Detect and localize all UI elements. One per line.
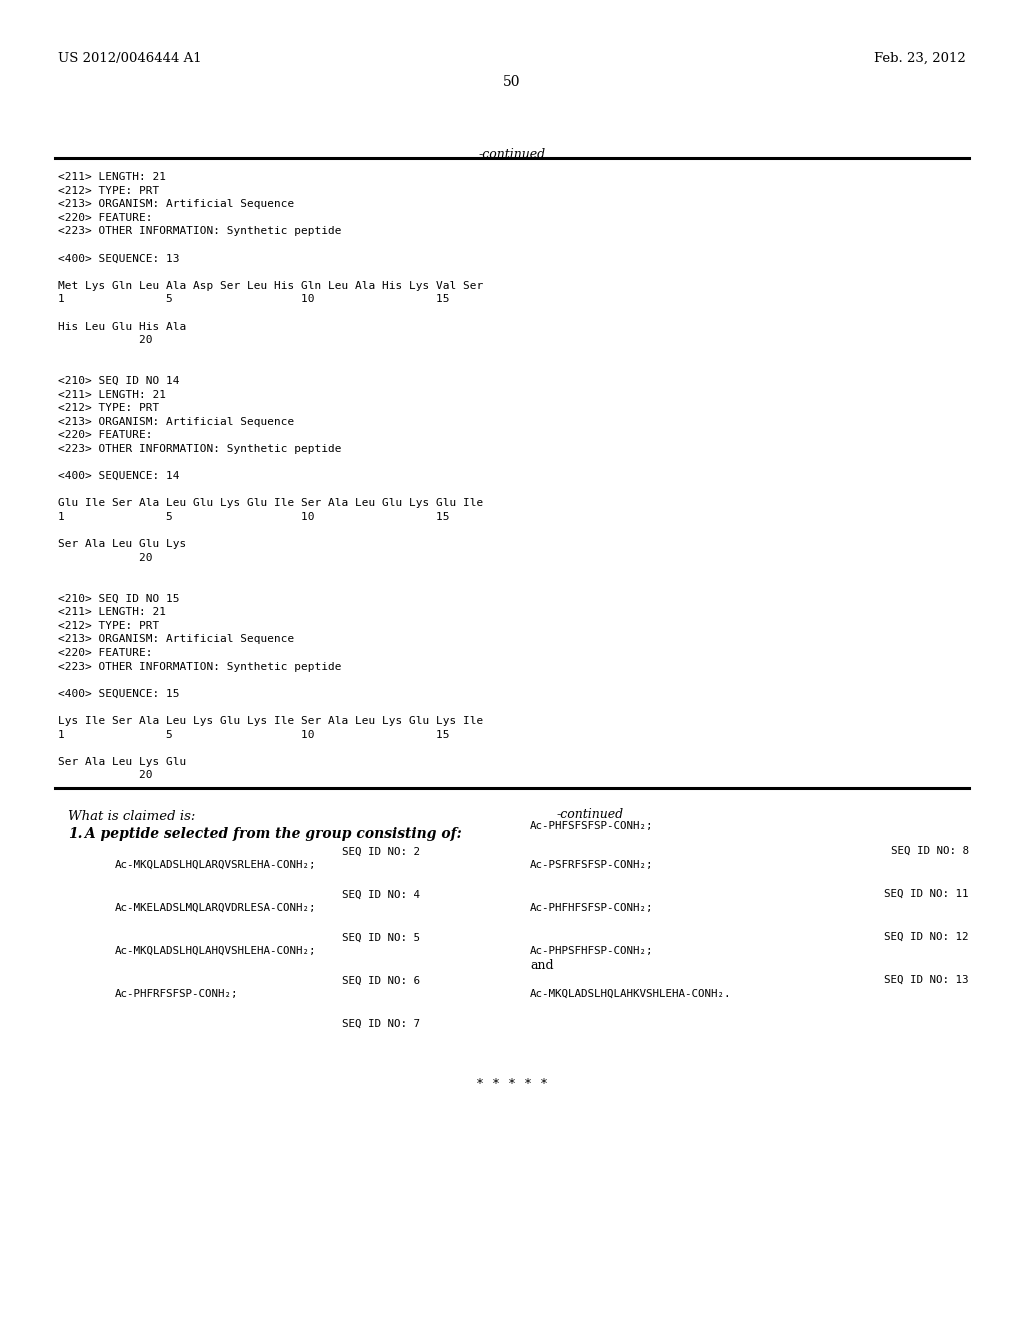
Text: Met Lys Gln Leu Ala Asp Ser Leu His Gln Leu Ala His Lys Val Ser: Met Lys Gln Leu Ala Asp Ser Leu His Gln … xyxy=(58,281,483,290)
Text: <213> ORGANISM: Artificial Sequence: <213> ORGANISM: Artificial Sequence xyxy=(58,199,294,209)
Text: His Leu Glu His Ala: His Leu Glu His Ala xyxy=(58,322,186,331)
Text: Ac-PHFRFSFSP-CONH₂;: Ac-PHFRFSFSP-CONH₂; xyxy=(115,989,239,999)
Text: * * * * *: * * * * * xyxy=(476,1077,548,1090)
Text: 1               5                   10                  15: 1 5 10 15 xyxy=(58,294,450,305)
Text: <211> LENGTH: 21: <211> LENGTH: 21 xyxy=(58,389,166,400)
Text: Ac-MKELADSLMQLARQVDRLESA-CONH₂;: Ac-MKELADSLMQLARQVDRLESA-CONH₂; xyxy=(115,903,316,913)
Text: <212> TYPE: PRT: <212> TYPE: PRT xyxy=(58,403,160,413)
Text: Feb. 23, 2012: Feb. 23, 2012 xyxy=(874,51,966,65)
Text: <223> OTHER INFORMATION: Synthetic peptide: <223> OTHER INFORMATION: Synthetic pepti… xyxy=(58,661,341,672)
Text: <210> SEQ ID NO 14: <210> SEQ ID NO 14 xyxy=(58,376,179,385)
Text: Ac-PHPSFHFSP-CONH₂;: Ac-PHPSFHFSP-CONH₂; xyxy=(530,946,653,956)
Text: <210> SEQ ID NO 15: <210> SEQ ID NO 15 xyxy=(58,594,179,603)
Text: Ser Ala Leu Glu Lys: Ser Ala Leu Glu Lys xyxy=(58,539,186,549)
Text: What is claimed is:: What is claimed is: xyxy=(68,810,196,822)
Text: <213> ORGANISM: Artificial Sequence: <213> ORGANISM: Artificial Sequence xyxy=(58,417,294,426)
Text: <211> LENGTH: 21: <211> LENGTH: 21 xyxy=(58,172,166,182)
Text: 50: 50 xyxy=(503,75,521,88)
Text: Ac-PHFSFSFSP-CONH₂;: Ac-PHFSFSFSP-CONH₂; xyxy=(530,821,653,832)
Text: 1               5                   10                  15: 1 5 10 15 xyxy=(58,730,450,739)
Text: SEQ ID NO: 4: SEQ ID NO: 4 xyxy=(342,890,420,900)
Text: 20: 20 xyxy=(58,771,153,780)
Text: SEQ ID NO: 7: SEQ ID NO: 7 xyxy=(342,1019,420,1030)
Text: A peptide selected from the group consisting of:: A peptide selected from the group consis… xyxy=(80,828,462,841)
Text: <223> OTHER INFORMATION: Synthetic peptide: <223> OTHER INFORMATION: Synthetic pepti… xyxy=(58,227,341,236)
Text: <400> SEQUENCE: 15: <400> SEQUENCE: 15 xyxy=(58,689,179,698)
Text: <400> SEQUENCE: 13: <400> SEQUENCE: 13 xyxy=(58,253,179,264)
Text: Lys Ile Ser Ala Leu Lys Glu Lys Ile Ser Ala Leu Lys Glu Lys Ile: Lys Ile Ser Ala Leu Lys Glu Lys Ile Ser … xyxy=(58,715,483,726)
Text: Ac-PHFHFSFSP-CONH₂;: Ac-PHFHFSFSP-CONH₂; xyxy=(530,903,653,913)
Text: <220> FEATURE:: <220> FEATURE: xyxy=(58,648,153,657)
Text: <212> TYPE: PRT: <212> TYPE: PRT xyxy=(58,186,160,195)
Text: SEQ ID NO: 8: SEQ ID NO: 8 xyxy=(891,846,969,855)
Text: <400> SEQUENCE: 14: <400> SEQUENCE: 14 xyxy=(58,471,179,482)
Text: Ac-PSFRFSFSP-CONH₂;: Ac-PSFRFSFSP-CONH₂; xyxy=(530,861,653,870)
Text: SEQ ID NO: 2: SEQ ID NO: 2 xyxy=(342,847,420,857)
Text: 1.: 1. xyxy=(68,828,83,841)
Text: SEQ ID NO: 12: SEQ ID NO: 12 xyxy=(885,932,969,942)
Text: <220> FEATURE:: <220> FEATURE: xyxy=(58,430,153,441)
Text: -continued: -continued xyxy=(556,808,624,821)
Text: <223> OTHER INFORMATION: Synthetic peptide: <223> OTHER INFORMATION: Synthetic pepti… xyxy=(58,444,341,454)
Text: 1               5                   10                  15: 1 5 10 15 xyxy=(58,512,450,521)
Text: SEQ ID NO: 11: SEQ ID NO: 11 xyxy=(885,888,969,899)
Text: 20: 20 xyxy=(58,335,153,346)
Text: 20: 20 xyxy=(58,553,153,562)
Text: <211> LENGTH: 21: <211> LENGTH: 21 xyxy=(58,607,166,618)
Text: Ac-MKQLADSLHQLAHKVSHLEHA-CONH₂.: Ac-MKQLADSLHQLAHKVSHLEHA-CONH₂. xyxy=(530,989,731,999)
Text: <212> TYPE: PRT: <212> TYPE: PRT xyxy=(58,620,160,631)
Text: <213> ORGANISM: Artificial Sequence: <213> ORGANISM: Artificial Sequence xyxy=(58,635,294,644)
Text: Glu Ile Ser Ala Leu Glu Lys Glu Ile Ser Ala Leu Glu Lys Glu Ile: Glu Ile Ser Ala Leu Glu Lys Glu Ile Ser … xyxy=(58,499,483,508)
Text: Ac-MKQLADSLHQLARQVSRLEHA-CONH₂;: Ac-MKQLADSLHQLARQVSRLEHA-CONH₂; xyxy=(115,861,316,870)
Text: Ser Ala Leu Lys Glu: Ser Ala Leu Lys Glu xyxy=(58,756,186,767)
Text: -continued: -continued xyxy=(478,148,546,161)
Text: SEQ ID NO: 6: SEQ ID NO: 6 xyxy=(342,975,420,986)
Text: Ac-MKQLADSLHQLAHQVSHLEHA-CONH₂;: Ac-MKQLADSLHQLAHQVSHLEHA-CONH₂; xyxy=(115,946,316,956)
Text: SEQ ID NO: 13: SEQ ID NO: 13 xyxy=(885,975,969,985)
Text: and: and xyxy=(530,960,554,972)
Text: <220> FEATURE:: <220> FEATURE: xyxy=(58,213,153,223)
Text: US 2012/0046444 A1: US 2012/0046444 A1 xyxy=(58,51,202,65)
Text: SEQ ID NO: 5: SEQ ID NO: 5 xyxy=(342,933,420,942)
